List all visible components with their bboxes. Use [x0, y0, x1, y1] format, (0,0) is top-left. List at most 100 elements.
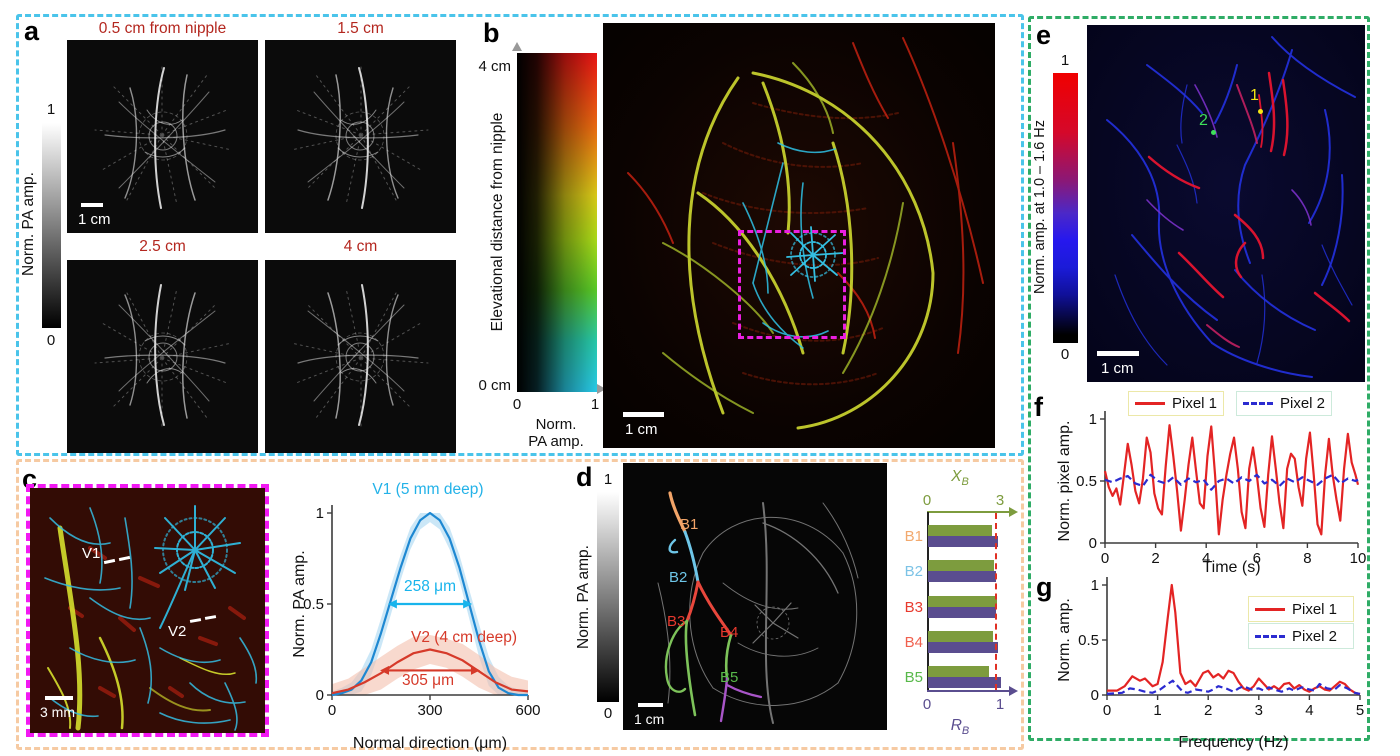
colorbar-b-xmax: 1: [590, 396, 600, 413]
v1-width-annotation: 258 μm: [403, 578, 456, 595]
depth-encoded-image: 1 cm: [603, 23, 995, 448]
pixel2-line-sample-g: [1255, 634, 1285, 638]
colorbar-d: [597, 492, 619, 702]
scalebar-a-label: 1 cm: [78, 211, 111, 228]
series-line: [1107, 583, 1361, 695]
colorbar-e-max: 1: [1060, 52, 1070, 69]
y-tick-label: 0.5: [1076, 473, 1097, 490]
colorbar-b-2d: [517, 53, 597, 392]
colorbar-b-ymin: 0 cm: [478, 377, 511, 394]
panel-label-b: b: [483, 18, 500, 48]
panel-label-a: a: [24, 16, 40, 46]
x-tick-label: 10: [1350, 550, 1367, 567]
x-tick-label: 6: [1253, 550, 1261, 567]
panel-label-d: d: [576, 462, 593, 492]
panel-label-g: g: [1036, 572, 1053, 602]
scalebar-e: [1097, 351, 1139, 356]
colorbar-b-xlabel-1: Norm.: [535, 416, 577, 433]
colorbar-a: [42, 123, 61, 328]
right-arrow-icon: [597, 384, 606, 394]
bar-B3-R_B: [928, 607, 996, 618]
x-tick-label: 0: [1103, 702, 1111, 719]
y-tick-label: 0: [316, 687, 324, 704]
bar-B1-R_B: [928, 536, 999, 547]
v1-curve-title: V1 (5 mm deep): [372, 481, 484, 498]
branch-bar-chart: XB 0 3 B1 B2 B3 B4 B5 0 1 RB: [900, 465, 1030, 750]
pixel1-line-sample-g: [1255, 607, 1285, 611]
colorbar-b-xmin: 0: [512, 396, 522, 413]
confidence-band: [332, 634, 528, 695]
series-line: [1103, 424, 1360, 536]
branch-tracing-image: B1 B2 B3 B4 B5 1 cm: [623, 463, 887, 730]
panel-label-f: f: [1034, 392, 1043, 422]
x-axis-label: Normal direction (μm): [353, 735, 507, 752]
x-tick-label: 8: [1303, 550, 1311, 567]
colorbar-d-max: 1: [603, 471, 613, 488]
x-axis-label: Frequency (Hz): [1178, 734, 1288, 751]
time-series-chart: 0 2 4 6 8 10 0 0.5 1 Time (s) Norm. pixel amp.: [1056, 411, 1367, 576]
rb-tick-1: 1: [995, 696, 1005, 713]
xb-tick-0: 0: [922, 492, 932, 509]
pixel1-line-sample: [1135, 402, 1165, 405]
x-tick-label: 0: [328, 702, 336, 719]
x-tick-label: 2: [1204, 702, 1212, 719]
scalebar-e-label: 1 cm: [1101, 360, 1134, 377]
xb-axis-arrow-icon: [1009, 507, 1018, 517]
y-tick-label: 0.5: [1078, 632, 1099, 649]
branch-b2-label: B2: [669, 569, 688, 586]
pixel2-marker-dot: [1211, 130, 1216, 135]
frequency-amplitude-image: 1 2 1 cm: [1087, 25, 1365, 382]
x-tick-label: 3: [1255, 702, 1263, 719]
up-arrow-icon: [512, 42, 522, 51]
xb-axis-line: [927, 511, 1011, 513]
xb-tick-3: 3: [995, 492, 1005, 509]
colorbar-a-max: 1: [46, 101, 56, 118]
legend-pixel2-label: Pixel 2: [1280, 395, 1326, 412]
panel-a-title-2: 1.5 cm: [337, 20, 384, 37]
bar-area: B1 B2 B3 B4 B5: [900, 465, 1030, 750]
y-tick-label: 0.5: [303, 596, 324, 613]
colorbar-e: [1053, 73, 1078, 343]
scalebar-b-label: 1 cm: [625, 421, 658, 438]
panel-a-title-1: 0.5 cm from nipple: [98, 20, 227, 37]
bar-B1-X_B: [928, 525, 993, 536]
y-axis-label: Norm. amp.: [1056, 598, 1073, 682]
x-tick-label: 0: [1101, 550, 1109, 567]
confidence-band: [332, 513, 528, 695]
spectrum-chart: 0 1 2 3 4 5 0 0.5 1 Frequency (Hz) Norm. amp.: [1056, 577, 1364, 751]
colorbar-e-label: Norm. amp. at 1.0 – 1.6 Hz: [1032, 119, 1048, 295]
pa-slice-image-3: [67, 260, 258, 453]
axis-spines: [331, 505, 528, 696]
xb-axis-label: XB: [951, 468, 969, 489]
colorbar-a-min: 0: [46, 332, 56, 349]
y-tick-label: 1: [1089, 411, 1097, 428]
series-line: [1106, 679, 1361, 695]
scalebar-c-label: 3 mm: [40, 704, 75, 720]
bar-B2-X_B: [928, 560, 995, 571]
roi-box: [738, 230, 846, 339]
reference-dashed-line: [995, 513, 997, 690]
colorbar-b-xlabel-2: PA amp.: [528, 433, 584, 450]
bar-category-label: B5: [904, 669, 923, 686]
branch-b1-label: B1: [680, 516, 699, 533]
pixel2-line-sample: [1243, 402, 1273, 405]
y-tick-label: 0: [1091, 687, 1099, 704]
panel-a-title-4: 4 cm: [343, 238, 378, 255]
scalebar-c: [45, 696, 73, 700]
colorbar-a-label: Norm. PA amp.: [20, 172, 37, 276]
vessel-v2-label: V2: [168, 623, 187, 640]
panel-label-e: e: [1036, 20, 1052, 50]
series-line: [331, 648, 529, 695]
bar-B4-R_B: [928, 642, 999, 653]
profile-chart: 0 300 600 0 0.5 1 Normal direction (μm) Norm. P…: [291, 505, 540, 752]
rb-axis-arrow-icon: [1009, 686, 1018, 696]
legend-pixel2-g: Pixel 2: [1248, 623, 1354, 649]
pixel2-marker-label: 2: [1199, 112, 1208, 129]
v2-curve-title: V2 (4 cm deep): [411, 629, 517, 646]
colorbar-b-ylabel: Elevational distance from nipple: [489, 112, 506, 332]
bar-B3-X_B: [928, 596, 997, 607]
bar-B5-X_B: [928, 666, 989, 677]
zoomed-roi-image: V1 V2 3 mm: [26, 484, 269, 737]
x-axis-label: Time (s): [1202, 559, 1260, 576]
